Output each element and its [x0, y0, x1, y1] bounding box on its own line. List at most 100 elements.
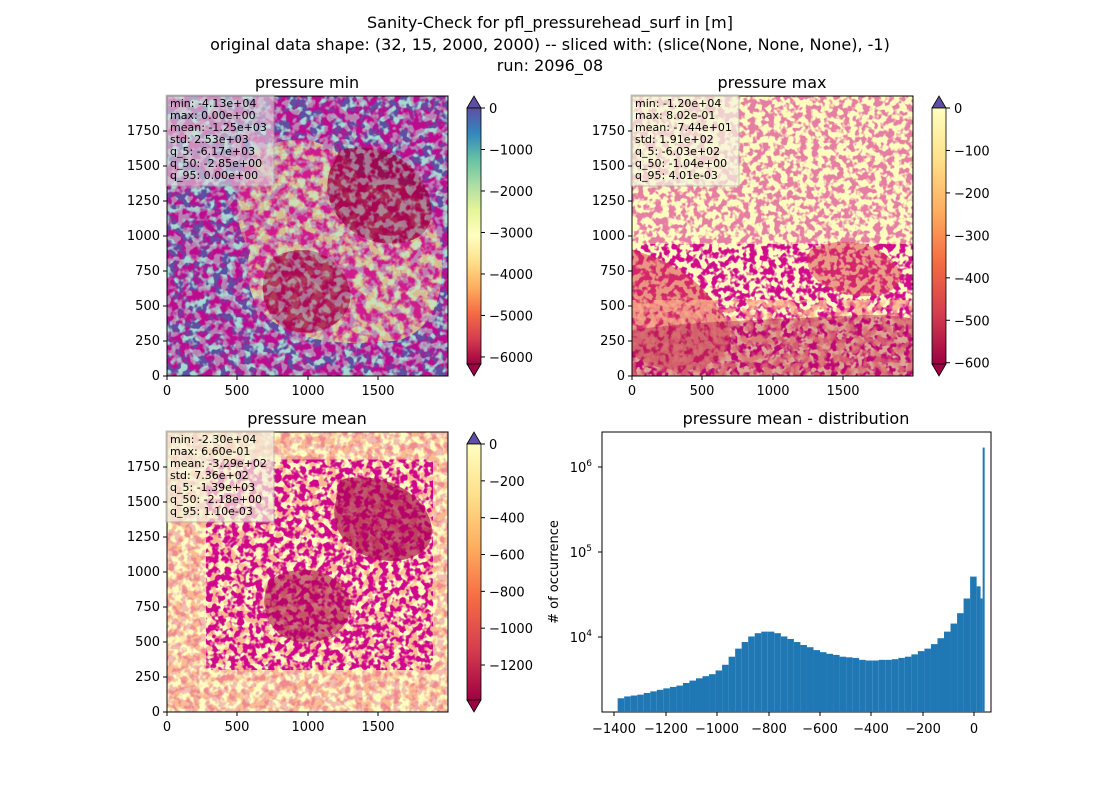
y-tick-label: 1000: [127, 565, 160, 580]
histogram-bar: [826, 653, 834, 712]
figure-title-line-3: run: 2096_08: [496, 56, 604, 75]
histogram-bar: [859, 659, 866, 712]
colorbar-tick-label: −400: [489, 512, 525, 527]
panel-min-stat: q_50: -2.85e+00: [170, 157, 262, 170]
histogram-bar: [904, 656, 912, 712]
panel-max-stat: max: 8.02e-01: [635, 109, 715, 122]
colorbar-tick-label: −600: [489, 549, 525, 564]
x-tick-label: −1400: [592, 722, 636, 737]
panel-max-stat: std: 1.91e+02: [635, 133, 714, 146]
x-tick-label: 0: [163, 384, 171, 399]
panel-mean-stat: min: -2.30e+04: [170, 433, 256, 446]
figure-title-line-2: original data shape: (32, 15, 2000, 2000…: [210, 35, 890, 54]
colorbar-tick-label: −400: [954, 272, 990, 287]
histogram-bar: [656, 689, 664, 712]
histogram-bar: [722, 664, 729, 712]
x-tick-label: −200: [905, 722, 941, 737]
histogram-bar: [957, 613, 964, 712]
panel-max-stat: q_50: -1.04e+00: [635, 157, 727, 170]
colorbar-tick-label: −4000: [489, 268, 533, 283]
histogram-bar: [833, 654, 840, 712]
histogram-bar: [898, 657, 905, 712]
panel-min-stats-box: min: -4.13e+04 max: 0.00e+00 mean: -1.25…: [165, 94, 275, 187]
histogram-bar: [872, 660, 879, 712]
x-tick-label: −1200: [644, 722, 688, 737]
histogram-bar: [819, 652, 827, 712]
histogram-bar: [944, 631, 951, 712]
panel-mean-stat: mean: -3.29e+02: [170, 457, 267, 470]
y-tick-label: 250: [135, 670, 160, 685]
histogram-bar: [689, 680, 696, 712]
x-tick-label: 1500: [361, 384, 394, 399]
histogram-bar: [695, 678, 703, 712]
histogram-bar: [709, 674, 716, 712]
panel-dist-title: pressure mean - distribution: [683, 409, 910, 428]
panel-max-y-axis: 0 250 500 750 1000 1250 1500 1750: [592, 124, 632, 384]
histogram-bar: [891, 659, 899, 712]
colorbar-tick-label: −1200: [489, 659, 533, 674]
colorbar-tick-label: −3000: [489, 226, 533, 241]
panel-mean-colorbar: 0 −200 −400 −600 −800 −1000 −1200: [466, 431, 533, 713]
histogram-bar: [702, 676, 710, 712]
panel-max-x-axis: 0 500 1000 1500: [628, 376, 860, 399]
y-tick-label: 500: [135, 299, 160, 314]
histogram-bar: [950, 623, 958, 712]
histogram-bar: [878, 659, 886, 712]
x-tick-label: 1500: [361, 720, 394, 735]
panel-min-stat: std: 2.53e+03: [170, 133, 249, 146]
histogram-bar: [885, 659, 892, 712]
panel-max-stat: q_95: 4.01e-03: [635, 169, 718, 182]
panel-mean-stats-box: min: -2.30e+04 max: 6.60e-01 mean: -3.29…: [165, 430, 275, 523]
histogram-bar: [761, 631, 768, 712]
histogram-bar: [911, 654, 918, 712]
colorbar-extend-bottom: [931, 363, 947, 377]
panel-mean-y-axis: 0 250 500 750 1000 1250 1500 1750: [127, 460, 167, 720]
histogram-bar: [637, 694, 644, 712]
panel-mean-title: pressure mean: [247, 409, 367, 428]
y-tick-label: 500: [600, 299, 625, 314]
panel-dist-y-axis: 104 105 106 # of occurrence: [547, 459, 602, 646]
x-tick-label: 0: [163, 720, 171, 735]
colorbar-tick-label: −200: [954, 187, 990, 202]
histogram-bar: [806, 647, 814, 712]
histogram-bar: [767, 631, 775, 712]
panel-min-stat: max: 0.00e+00: [170, 109, 256, 122]
panel-mean-stat: q_95: 1.10e-03: [170, 505, 253, 518]
y-tick-label: 500: [135, 635, 160, 650]
panel-min-colorbar: 0 −1000 −2000 −3000 −4000 −5000 −6000: [466, 95, 533, 377]
colorbar-tick-label: −5000: [489, 309, 533, 324]
y-tick-label: 1750: [127, 124, 160, 139]
colorbar-tick-label: −600: [954, 357, 990, 372]
histogram-bar: [917, 651, 925, 712]
panel-min-y-axis: 0 250 500 750 1000 1250 1500 1750: [127, 124, 167, 384]
y-tick-label: 750: [135, 600, 160, 615]
panel-max-stat: q_5: -6.03e+02: [635, 145, 720, 158]
histogram-bar: [630, 695, 638, 712]
x-tick-label: −400: [853, 722, 889, 737]
y-tick-label: 750: [135, 264, 160, 279]
x-tick-label: 1000: [291, 720, 324, 735]
histogram-bar: [669, 686, 677, 712]
y-tick-label: 1500: [592, 159, 625, 174]
histogram-bar: [617, 698, 625, 712]
panel-min-stat: q_5: -6.17e+03: [170, 145, 255, 158]
y-tick-label: 250: [135, 334, 160, 349]
histogram-bar: [774, 633, 781, 712]
colorbar-tick-label: −800: [489, 585, 525, 600]
x-tick-label: 0: [628, 384, 636, 399]
histogram-bar: [793, 642, 801, 712]
panel-mean-stat: std: 7.36e+02: [170, 469, 249, 482]
y-tick-label: 1000: [592, 229, 625, 244]
panel-min-x-axis: 0 500 1000 1500: [163, 376, 395, 399]
colorbar-tick-label: −1000: [489, 622, 533, 637]
x-tick-label: −600: [802, 722, 838, 737]
histogram-bar: [924, 648, 931, 712]
y-tick-label: 0: [152, 705, 160, 720]
panel-max-colorbar: 0 −100 −200 −300 −400 −500 −600: [931, 95, 990, 377]
panel-min-title: pressure min: [255, 73, 359, 92]
panel-min-stat: mean: -1.25e+03: [170, 121, 267, 134]
histogram-bar: [728, 656, 736, 712]
y-tick-label: 1750: [592, 124, 625, 139]
colorbar-tick-label: 0: [954, 102, 962, 117]
